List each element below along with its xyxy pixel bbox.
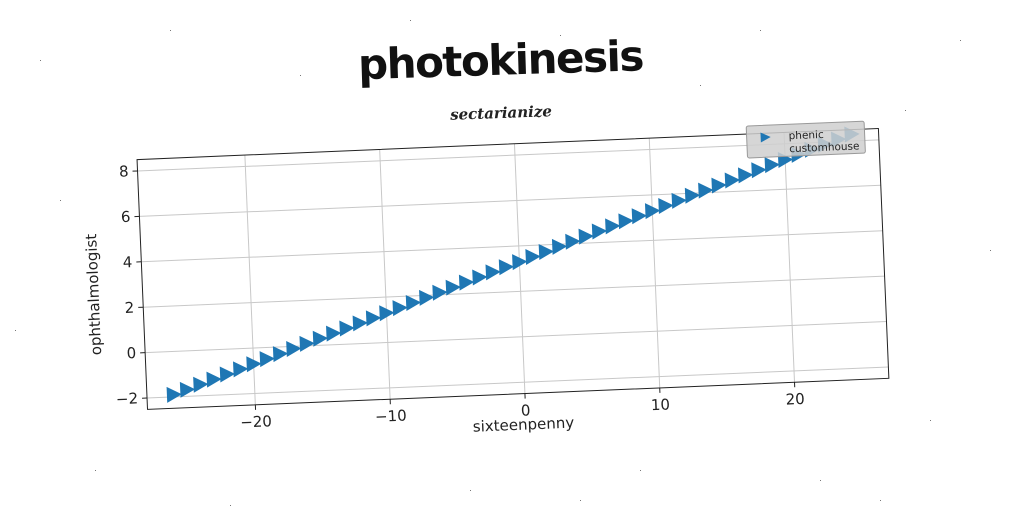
speck: [470, 490, 471, 491]
data-point: [272, 346, 289, 363]
data-point: [405, 295, 422, 312]
y-tick-label: 0: [126, 344, 136, 362]
data-point: [379, 305, 395, 322]
data-point: [538, 243, 554, 260]
data-point: [565, 233, 581, 250]
x-tick-label: 20: [785, 390, 805, 409]
data-point: [233, 361, 249, 378]
data-point: [193, 376, 209, 393]
data-point: [299, 335, 315, 352]
speck: [990, 250, 991, 251]
data-point: [259, 351, 275, 368]
data-point: [472, 269, 488, 286]
speck: [880, 500, 881, 501]
speck: [60, 200, 61, 201]
y-gridline: [147, 366, 889, 399]
speck: [700, 85, 701, 86]
speck: [760, 30, 761, 31]
legend-label-phenic: phenic: [788, 129, 824, 142]
legend-box: [745, 120, 866, 159]
data-point: [445, 279, 461, 296]
data-point: [219, 366, 236, 383]
x-gridline: [379, 149, 391, 400]
data-point: [658, 197, 674, 214]
y-tick-label: 2: [124, 299, 134, 317]
speck: [95, 470, 96, 471]
data-point: [711, 177, 727, 194]
speck: [560, 35, 561, 36]
data-point: [392, 300, 408, 317]
data-point: [605, 218, 621, 235]
y-tick-label: 6: [121, 208, 131, 226]
y-gridline: [143, 275, 885, 308]
data-point: [498, 259, 515, 276]
x-axis-label: sixteenpenny: [472, 414, 574, 436]
data-point: [246, 356, 262, 373]
y-gridline: [139, 184, 881, 217]
data-point: [591, 223, 608, 240]
data-point: [432, 284, 448, 301]
y-tick-label: −2: [116, 389, 139, 408]
data-point: [485, 264, 501, 281]
data-point: [525, 249, 541, 266]
speck: [170, 30, 171, 31]
x-tick-label: 10: [651, 396, 671, 415]
data-point: [512, 254, 528, 271]
data-point: [751, 162, 767, 179]
legend-label-customhouse: customhouse: [789, 140, 860, 155]
plot-frame: [136, 128, 890, 410]
data-point: [631, 208, 648, 225]
speck: [580, 500, 581, 501]
data-point: [166, 386, 182, 403]
y-tick-label: 4: [122, 253, 132, 271]
y-gridline: [145, 321, 887, 354]
x-gridline: [513, 143, 526, 394]
data-point: [179, 381, 196, 398]
speck: [230, 505, 231, 506]
x-tick-label: −20: [240, 412, 272, 431]
data-point: [764, 157, 780, 174]
data-point: [286, 340, 302, 357]
data-point: [419, 289, 435, 306]
data-point: [724, 172, 741, 189]
data-point: [365, 310, 382, 327]
data-point: [312, 330, 329, 347]
x-gridline: [783, 132, 796, 383]
legend: phenic customhouse: [745, 120, 866, 159]
data-point: [578, 228, 594, 245]
data-point: [618, 213, 634, 230]
speck: [15, 330, 16, 331]
data-point: [684, 187, 701, 204]
speck: [905, 110, 906, 111]
speck: [40, 60, 41, 61]
data-point: [737, 167, 754, 184]
x-tick-label: 0: [520, 401, 530, 419]
speck: [410, 20, 411, 21]
y-axis-label: ophthalmologist: [82, 233, 105, 355]
data-point: [458, 274, 475, 291]
data-point: [352, 315, 368, 332]
speck: [960, 40, 961, 41]
data-point: [551, 238, 568, 255]
data-point: [671, 192, 687, 209]
y-tick-label: 8: [119, 162, 129, 180]
data-point: [326, 325, 342, 342]
speck: [820, 480, 821, 481]
data-point: [698, 182, 714, 199]
legend-marker-phenic: [760, 132, 771, 143]
x-gridline: [648, 138, 661, 388]
speck: [640, 470, 641, 471]
speck: [300, 75, 301, 76]
data-point: [644, 203, 661, 220]
data-point: [339, 320, 355, 337]
y-gridline: [141, 230, 883, 263]
x-tick-label: −10: [375, 407, 407, 426]
data-point: [206, 371, 222, 388]
speck: [930, 420, 931, 421]
